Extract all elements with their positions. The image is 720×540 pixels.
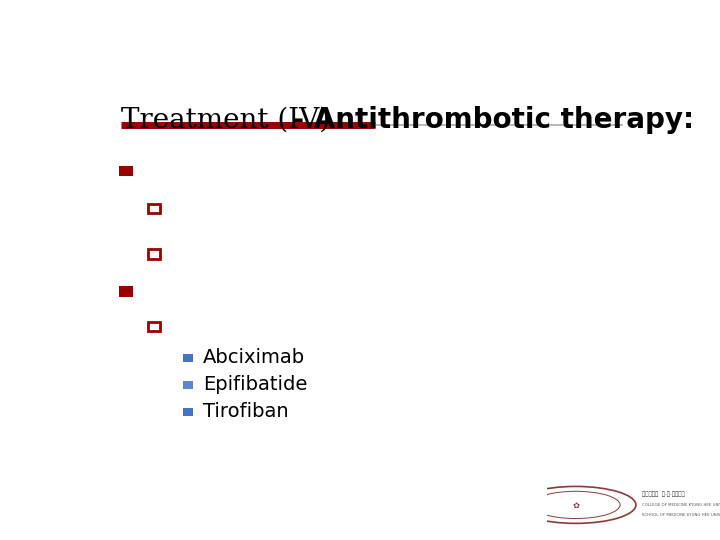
- Bar: [120, 286, 133, 296]
- Text: ✿: ✿: [572, 501, 579, 509]
- Text: SCHOOL OF MEDICINE KYUNG HEE UNIVERSITY: SCHOOL OF MEDICINE KYUNG HEE UNIVERSITY: [642, 512, 720, 517]
- Bar: [120, 166, 133, 176]
- Bar: [148, 204, 161, 213]
- Bar: [183, 408, 193, 416]
- Text: Treatment (IV): Treatment (IV): [121, 106, 330, 133]
- Bar: [148, 249, 161, 259]
- Text: COLLEGE OF MEDICINE KYUNG HEE UNIVERSITY: COLLEGE OF MEDICINE KYUNG HEE UNIVERSITY: [642, 503, 720, 507]
- Text: Epifibatide: Epifibatide: [203, 375, 307, 394]
- Text: - Antithrombotic therapy:: - Antithrombotic therapy:: [282, 106, 693, 134]
- Text: Tirofiban: Tirofiban: [203, 402, 288, 422]
- Bar: [148, 322, 161, 332]
- Bar: [183, 354, 193, 362]
- Text: Abciximab: Abciximab: [203, 348, 305, 367]
- Bar: [183, 381, 193, 389]
- Text: 경희대학교  의·치·한의학부: 경희대학교 의·치·한의학부: [642, 491, 685, 497]
